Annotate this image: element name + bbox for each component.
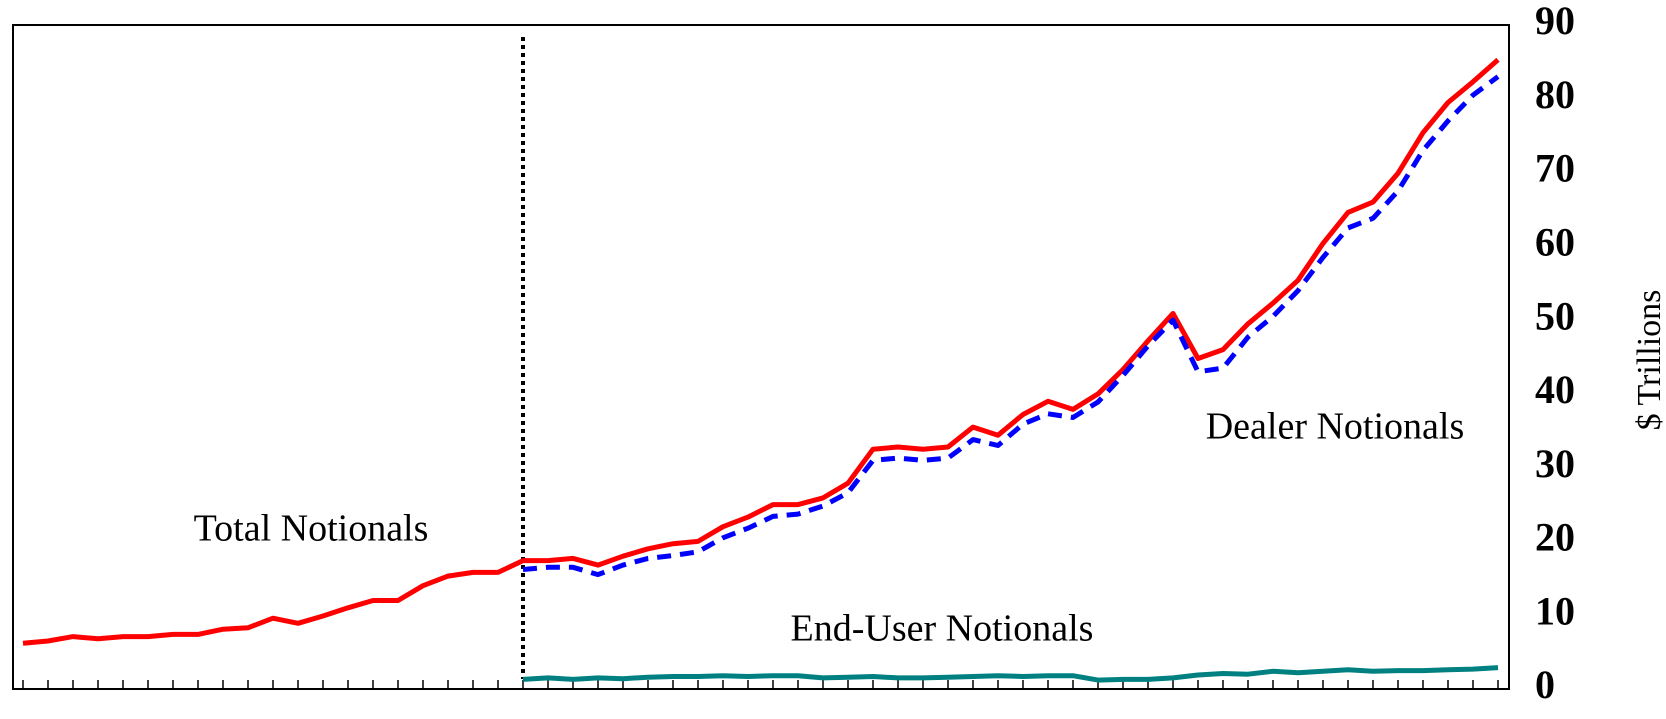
y-tick-label: 90 bbox=[1535, 0, 1575, 43]
y-tick-label: 20 bbox=[1535, 515, 1575, 560]
y-tick-label: 50 bbox=[1535, 293, 1575, 338]
y-tick-label: 60 bbox=[1535, 220, 1575, 265]
series-label: Dealer Notionals bbox=[1206, 406, 1465, 448]
series-label: Total Notionals bbox=[194, 508, 429, 550]
y-tick-label: 0 bbox=[1535, 662, 1555, 707]
series-line bbox=[22, 57, 1500, 646]
series-line bbox=[522, 665, 1499, 683]
y-tick-label: 30 bbox=[1535, 441, 1575, 486]
y-axis-label: $ Trillions bbox=[1631, 290, 1666, 431]
y-tick-label: 40 bbox=[1535, 367, 1575, 412]
plot-frame bbox=[12, 24, 1510, 690]
y-tick-label: 10 bbox=[1535, 588, 1575, 633]
y-tick-label: 70 bbox=[1535, 146, 1575, 191]
series-label: End-User Notionals bbox=[791, 608, 1094, 650]
series-line bbox=[522, 74, 1500, 578]
y-tick-label: 80 bbox=[1535, 72, 1575, 117]
